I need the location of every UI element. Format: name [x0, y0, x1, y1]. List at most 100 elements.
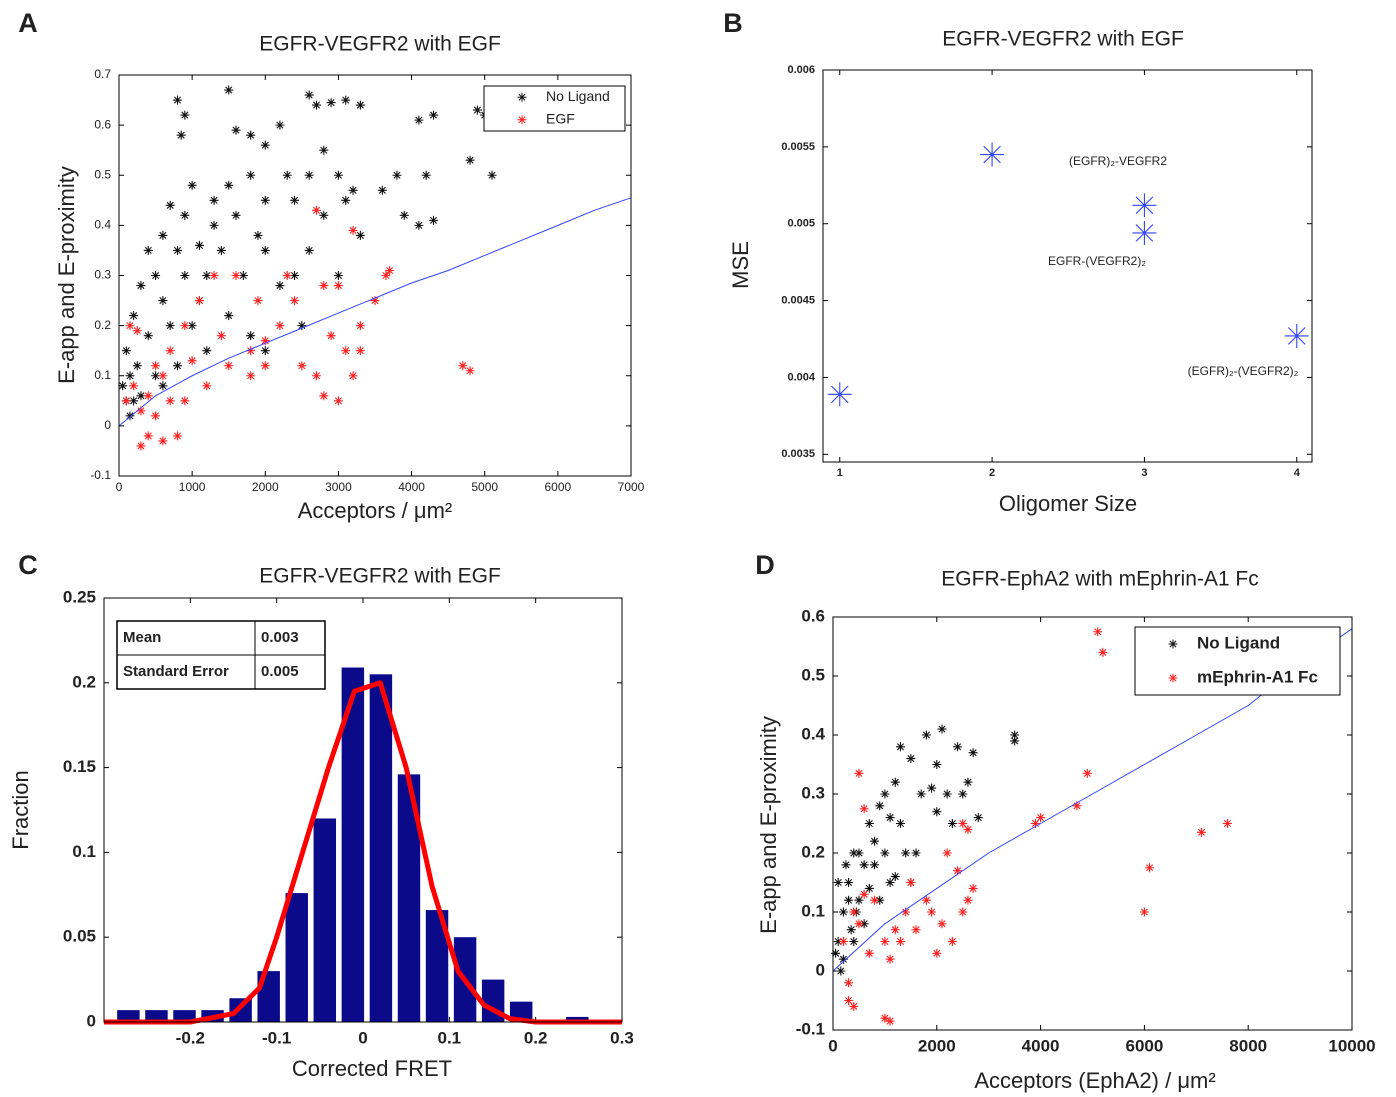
y-tick-label: 0.6 [94, 117, 111, 131]
point [1030, 819, 1040, 828]
bar [117, 1010, 140, 1022]
point [151, 411, 161, 421]
point [927, 907, 937, 917]
point [333, 281, 343, 291]
point [304, 170, 314, 180]
point [864, 948, 874, 958]
point [355, 100, 365, 110]
table-cell: 0.005 [261, 663, 299, 680]
point [942, 789, 952, 799]
x-axis-label: Acceptors / μm² [298, 498, 452, 523]
bar [397, 774, 421, 1022]
point [849, 937, 859, 946]
point [348, 225, 358, 235]
point [392, 170, 402, 180]
point [963, 777, 973, 787]
point [129, 311, 139, 321]
plot-frame [103, 597, 623, 1023]
x-tick-label: 3 [1141, 467, 1147, 479]
y-tick-label: 0.1 [94, 368, 111, 382]
x-axis-label: Acceptors (EphA2) / μm² [974, 1068, 1215, 1093]
point [158, 371, 168, 381]
point [246, 346, 256, 356]
point [1036, 813, 1046, 823]
point [890, 925, 900, 935]
point [125, 411, 135, 421]
point [880, 1013, 890, 1023]
x-tick-label: 0 [828, 1036, 837, 1055]
point [260, 346, 270, 356]
point [180, 271, 190, 280]
legend-box [483, 85, 626, 132]
point [849, 1001, 859, 1011]
point [859, 804, 869, 814]
point [180, 321, 190, 331]
point [143, 245, 153, 255]
y-tick-label: 0.25 [63, 587, 96, 606]
point [260, 245, 270, 255]
bar [285, 893, 308, 1022]
point [854, 895, 864, 905]
point [1098, 647, 1108, 657]
point [231, 125, 241, 135]
x-tick-label: 5000 [471, 480, 498, 494]
point [906, 754, 916, 764]
point [231, 210, 241, 220]
point [348, 185, 358, 195]
point [901, 848, 911, 858]
point [831, 948, 841, 958]
y-tick-label: 0.0055 [781, 141, 815, 153]
point [1139, 907, 1149, 917]
point [165, 396, 175, 406]
y-tick-label: 0.0045 [781, 294, 815, 306]
point [311, 371, 321, 381]
point [151, 371, 161, 381]
point [290, 195, 300, 205]
chart-title: EGFR-VEGFR2 with EGF [259, 565, 501, 588]
y-tick-label: 0.3 [94, 268, 111, 282]
y-tick-label: 0.004 [787, 371, 815, 383]
point [421, 170, 431, 180]
x-tick-label: 0 [116, 480, 123, 494]
point [859, 919, 869, 929]
point [129, 381, 139, 391]
bar [425, 910, 449, 1022]
point [844, 978, 854, 988]
point [143, 391, 153, 401]
point [151, 271, 161, 280]
y-tick-label: 0.1 [801, 901, 825, 920]
chart-title: EGFR-VEGFR2 with EGF [942, 28, 1184, 51]
legend-marker [517, 115, 527, 125]
point [1284, 323, 1309, 348]
point [165, 346, 175, 356]
point [260, 361, 270, 371]
x-tick-label: 6000 [545, 480, 572, 494]
point [854, 919, 864, 929]
panel-label: B [723, 8, 743, 38]
point [880, 937, 890, 946]
point [246, 371, 256, 381]
point [209, 220, 219, 230]
bar [341, 667, 365, 1022]
point [947, 937, 957, 946]
point [165, 321, 175, 331]
point [304, 245, 314, 255]
point [1222, 819, 1232, 828]
point [1082, 768, 1092, 778]
point [937, 919, 947, 929]
x-tick-label: 7000 [618, 480, 645, 494]
point [385, 265, 395, 275]
point [377, 185, 387, 195]
point [1196, 827, 1206, 837]
point [890, 872, 900, 882]
point [136, 406, 146, 416]
annotation: (EGFR)₂-VEGFR2 [1069, 154, 1167, 168]
point [844, 878, 854, 887]
x-tick-label: 1000 [179, 480, 206, 494]
y-tick-label: 0.6 [801, 606, 825, 625]
annotation: EGFR-(VEGFR2)₂ [1048, 254, 1146, 268]
bar [369, 674, 393, 1022]
point [1093, 627, 1103, 637]
point [326, 98, 336, 108]
